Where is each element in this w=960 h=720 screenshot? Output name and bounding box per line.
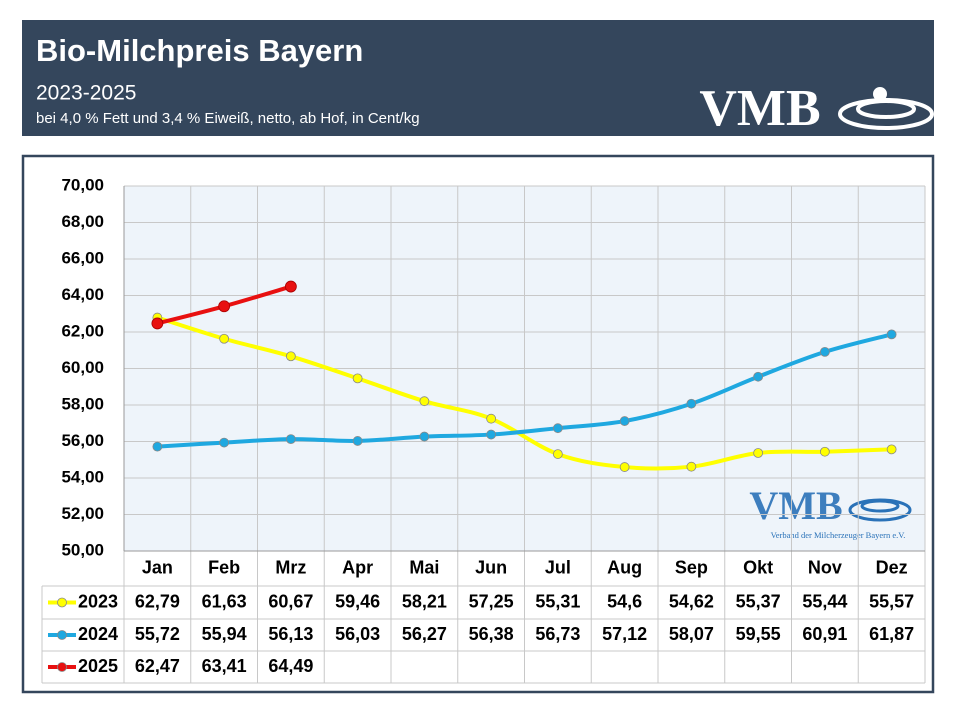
table-value: 57,12: [602, 624, 647, 644]
x-tick-label: Apr: [342, 557, 373, 577]
header: [22, 20, 934, 136]
series-line: [157, 332, 893, 449]
x-tick-label: Sep: [675, 557, 708, 577]
series-lines: [151, 280, 897, 472]
table-value: 60,91: [802, 624, 847, 644]
x-tick-label: Dez: [876, 557, 908, 577]
y-tick-label: 56,00: [61, 431, 104, 450]
legend-label: 2024: [78, 624, 118, 644]
chart-note: bei 4,0 % Fett und 3,4 % Eiweiß, netto, …: [36, 110, 420, 127]
table-value: 54,6: [607, 591, 642, 611]
data-point: [753, 448, 764, 458]
legend-marker: [57, 662, 67, 672]
data-point: [419, 431, 430, 442]
x-tick-label: Nov: [808, 557, 842, 577]
x-tick-label: Jun: [475, 557, 507, 577]
data-point: [753, 371, 764, 382]
y-tick-label: 58,00: [61, 394, 104, 413]
table-value: 62,79: [135, 591, 180, 611]
table-value: 61,63: [202, 591, 247, 611]
y-tick-label: 54,00: [61, 467, 104, 486]
y-tick-label: 64,00: [61, 285, 104, 304]
table-value: 56,03: [335, 624, 380, 644]
table-value: 58,21: [402, 591, 447, 611]
x-tick-label: Feb: [208, 557, 240, 577]
data-point: [686, 398, 697, 409]
data-point: [285, 351, 296, 362]
data-point: [886, 329, 897, 340]
table-value: 55,57: [869, 591, 914, 611]
data-point: [552, 449, 563, 459]
table-value: 56,73: [535, 624, 580, 644]
table-value: 55,72: [135, 624, 180, 644]
chart-title: Bio-Milchpreis Bayern: [36, 33, 363, 68]
data-point: [819, 346, 830, 357]
table-value: 64,49: [268, 656, 313, 676]
table-value: 57,25: [469, 591, 514, 611]
series-line: [156, 315, 892, 471]
data-point: [151, 317, 164, 330]
y-tick-label: 60,00: [61, 358, 104, 377]
x-tick-label: Okt: [743, 557, 773, 577]
table-value: 55,31: [535, 591, 580, 611]
y-tick-label: 52,00: [61, 504, 104, 523]
data-point: [352, 373, 363, 384]
x-tick-label: Mai: [409, 557, 439, 577]
x-tick-label: Mrz: [275, 557, 306, 577]
data-point: [686, 461, 697, 472]
logo-swoosh: [838, 87, 934, 130]
table-value: 56,38: [469, 624, 514, 644]
legend-marker: [57, 597, 67, 608]
table-value: 59,46: [335, 591, 380, 611]
data-point: [486, 429, 497, 440]
table-value: 58,07: [669, 624, 714, 644]
data-point: [419, 396, 430, 407]
y-tick-label: 62,00: [61, 321, 104, 340]
table-value: 54,62: [669, 591, 714, 611]
watermark-caption: Verband der Milcherzeuger Bayern e.V.: [771, 530, 906, 540]
y-tick-label: 68,00: [61, 212, 104, 231]
x-tick-label: Jul: [545, 557, 571, 577]
table-value: 59,55: [736, 624, 781, 644]
legend-label: 2025: [78, 656, 118, 676]
x-tick-label: Jan: [142, 557, 173, 577]
data-point: [219, 333, 230, 344]
table-value: 63,41: [202, 656, 247, 676]
data-point: [285, 434, 296, 445]
data-point: [152, 441, 163, 452]
data-point: [619, 416, 630, 426]
legend-marker: [57, 630, 67, 640]
table-value: 60,67: [268, 591, 313, 611]
table-value: 55,37: [736, 591, 781, 611]
table-value: 61,87: [869, 624, 914, 644]
data-table: Jan Feb Mrz Apr Mai Jun Jul Aug Sep Okt Nov Dez 2023…: [41, 557, 925, 684]
chart-subtitle: 2023-2025: [36, 82, 136, 105]
data-point: [552, 423, 563, 434]
data-point: [886, 444, 897, 455]
data-point: [619, 462, 630, 472]
table-value: 62,47: [135, 656, 180, 676]
y-tick-label: 66,00: [61, 248, 104, 267]
data-point: [218, 300, 231, 313]
table-value: 56,27: [402, 624, 447, 644]
x-tick-label: Aug: [607, 557, 642, 577]
data-point: [219, 437, 230, 448]
y-tick-label: 50,00: [61, 540, 104, 559]
y-tick-label: 70,00: [61, 175, 104, 194]
data-point: [352, 436, 363, 446]
data-point: [284, 280, 297, 293]
table-value: 55,44: [802, 591, 847, 611]
table-value: 56,13: [268, 624, 313, 644]
logo: VMB: [699, 80, 820, 137]
grid: 50,00 52,00 54,00 56,00 58,00 60,00 62,00 64,00…: [61, 175, 926, 683]
data-point: [486, 413, 497, 424]
table-value: 55,94: [202, 624, 247, 644]
legend-label: 2023: [78, 591, 118, 611]
watermark-logo: VMB: [749, 483, 842, 528]
watermark-swoosh: [848, 498, 912, 522]
data-point: [819, 446, 830, 457]
